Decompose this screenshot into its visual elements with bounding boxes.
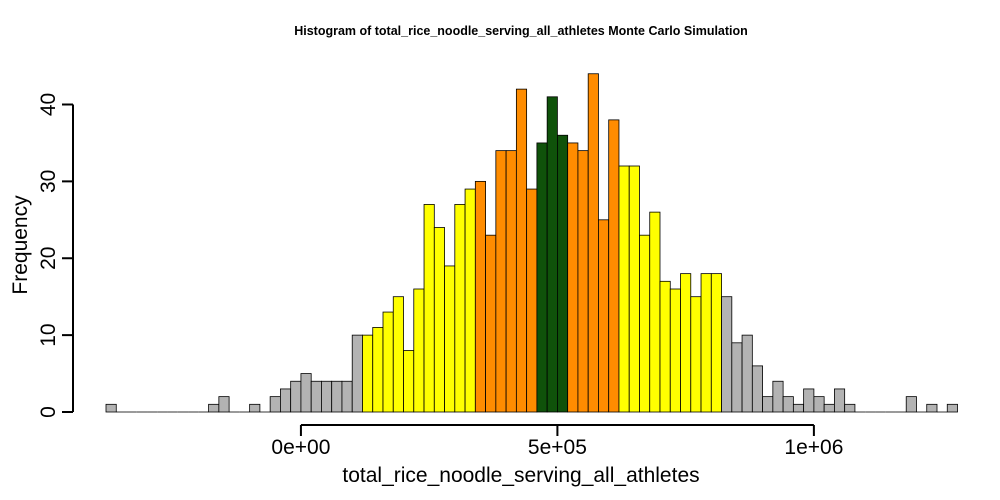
- y-tick-label: 40: [37, 93, 60, 116]
- histogram-bar: [423, 204, 435, 413]
- histogram-bar: [290, 380, 302, 413]
- histogram-bar: [464, 188, 476, 413]
- histogram-bar: [403, 350, 415, 413]
- x-tick-label: 0e+00: [271, 436, 330, 459]
- histogram-bar: [567, 142, 579, 413]
- histogram-bar: [803, 388, 815, 413]
- histogram-bar: [269, 396, 281, 413]
- histogram-bar: [844, 403, 856, 413]
- histogram-bar: [813, 396, 825, 413]
- histogram-bar: [444, 265, 456, 413]
- histogram-bars: [105, 73, 958, 413]
- histogram-bar: [341, 380, 353, 413]
- histogram-bar: [834, 388, 846, 413]
- histogram-bar: [208, 403, 220, 413]
- histogram-bar: [782, 396, 794, 413]
- histogram-bar: [731, 342, 743, 413]
- x-axis-tick-labels: 0e+00 5e+05 1e+06: [271, 436, 843, 459]
- histogram-bar: [485, 234, 497, 413]
- x-tick-label: 1e+06: [784, 436, 843, 459]
- histogram-bar: [474, 180, 486, 413]
- histogram-bar: [413, 288, 425, 413]
- histogram-bar: [905, 396, 917, 413]
- histogram-bar: [751, 365, 763, 413]
- histogram-bar: [690, 296, 702, 413]
- histogram-bar: [536, 142, 548, 413]
- y-tick-label: 10: [37, 323, 60, 346]
- histogram-bar: [505, 150, 517, 413]
- histogram-bar: [515, 88, 528, 413]
- histogram-bar: [546, 96, 558, 413]
- histogram-bar: [762, 396, 774, 413]
- histogram-bar: [792, 403, 805, 413]
- histogram-bar: [351, 334, 363, 413]
- histogram-bar: [362, 334, 374, 413]
- histogram-bar: [946, 403, 958, 413]
- histogram-bar: [321, 380, 333, 413]
- histogram-bar: [772, 380, 784, 413]
- histogram-bar: [669, 288, 681, 413]
- histogram-bar: [598, 219, 610, 413]
- x-axis-label: total_rice_noodle_serving_all_athletes: [342, 464, 699, 487]
- y-axis-label: Frequency: [9, 195, 32, 295]
- x-tick-label: 5e+05: [528, 436, 587, 459]
- histogram-bar: [587, 73, 599, 413]
- y-axis-ticks: [62, 103, 73, 413]
- histogram-bar: [639, 234, 651, 413]
- histogram-bar: [926, 403, 938, 413]
- histogram-bar: [577, 150, 589, 413]
- histogram-bar: [331, 380, 343, 413]
- histogram-bar: [433, 227, 445, 413]
- histogram-bar: [105, 403, 117, 413]
- histogram-bar: [372, 327, 384, 413]
- histogram-bar: [659, 280, 671, 413]
- histogram-bar: [526, 188, 538, 413]
- histogram-bar: [310, 380, 322, 413]
- histogram-bar: [823, 403, 835, 413]
- histogram-bar: [495, 150, 507, 413]
- histogram-bar: [392, 296, 404, 413]
- y-axis-tick-labels: 0 10 20 30 40: [37, 93, 60, 418]
- histogram-bar: [700, 273, 712, 413]
- histogram-bar: [280, 388, 292, 413]
- x-axis-ticks: [299, 425, 815, 436]
- histogram-bar: [649, 211, 661, 413]
- histogram-bar: [741, 334, 753, 413]
- histogram-bar: [300, 373, 312, 413]
- histogram-bar: [557, 134, 569, 413]
- histogram-bar: [249, 403, 261, 413]
- histogram-bar: [218, 396, 230, 413]
- histogram-bar: [382, 311, 394, 413]
- histogram-bar: [721, 296, 733, 413]
- histogram-bar: [454, 204, 466, 413]
- y-tick-label: 0: [37, 406, 60, 418]
- histogram-bar: [628, 165, 640, 413]
- histogram-bar: [608, 119, 620, 413]
- histogram-bar: [710, 273, 722, 413]
- histogram-bar: [680, 273, 692, 413]
- y-tick-label: 30: [37, 170, 60, 193]
- histogram-bar: [618, 165, 630, 413]
- chart-title: Histogram of total_rice_noodle_serving_a…: [294, 24, 748, 38]
- y-tick-label: 20: [37, 247, 60, 270]
